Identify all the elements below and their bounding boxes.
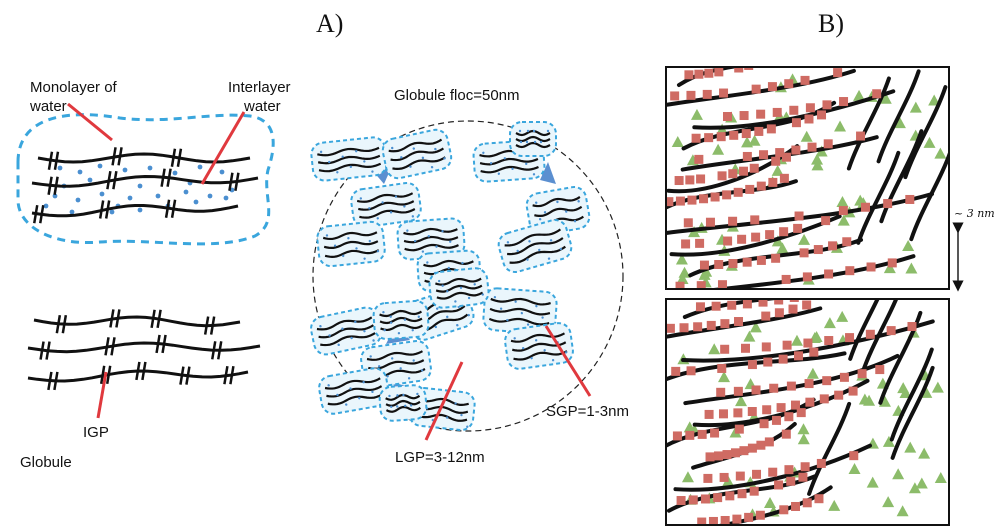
floc-globule: [396, 217, 466, 261]
interlayer-label: Interlayer water: [228, 79, 291, 115]
globule-label: Globule: [20, 454, 72, 471]
igp-pointer: [96, 371, 108, 419]
svg-text:water: water: [243, 98, 281, 115]
interlayer-pointer: [200, 111, 246, 185]
pore: [540, 162, 556, 184]
floc-globule: [504, 322, 574, 370]
interlayer-water-dots: [43, 163, 235, 215]
floc-size-label: Globule floc=50nm: [394, 87, 520, 104]
lgp-pointer: [424, 361, 464, 441]
floc-globules: [310, 121, 591, 432]
igp-label: IGP: [83, 424, 109, 441]
floc-globule: [310, 306, 382, 356]
floc-globule: [378, 384, 428, 422]
svg-text:water: water: [29, 98, 67, 115]
floc-globule: [428, 267, 490, 309]
hydrated-globule: [16, 113, 275, 246]
svg-text:Interlayer: Interlayer: [228, 79, 291, 96]
microstructure-panel-bottom: [665, 298, 950, 526]
floc-globule: [509, 121, 557, 157]
floc-globule: [316, 220, 386, 268]
svg-text:Monolayer of: Monolayer of: [30, 79, 118, 96]
microstructure-panel-top: [665, 66, 950, 290]
water-monolayer-boundary: [16, 113, 275, 246]
lgp-label: LGP=3-12nm: [395, 449, 485, 466]
floc-boundary: [312, 120, 624, 432]
floc-globule: [381, 128, 453, 180]
floc-globule: [497, 218, 573, 274]
clay-sheets-hydrated: [31, 147, 259, 224]
floc-globule: [372, 299, 430, 341]
globule-floc: [310, 120, 624, 432]
sgp-label: SGP=1-3nm: [546, 403, 629, 420]
panel-label-a: A): [316, 9, 343, 38]
monolayer-label: Monolayer of water: [29, 79, 118, 115]
scale-bar: ~ 3 nm: [952, 207, 995, 292]
panel-label-b: B): [818, 9, 844, 38]
floc-globule: [310, 136, 388, 182]
floc-globule: [318, 367, 390, 415]
sgp-pointer: [544, 325, 592, 397]
floc-globule: [350, 182, 422, 228]
scale-label: ~ 3 nm: [954, 207, 995, 220]
monolayer-pointer: [67, 102, 113, 142]
clay-sheets-dry: [27, 309, 261, 391]
